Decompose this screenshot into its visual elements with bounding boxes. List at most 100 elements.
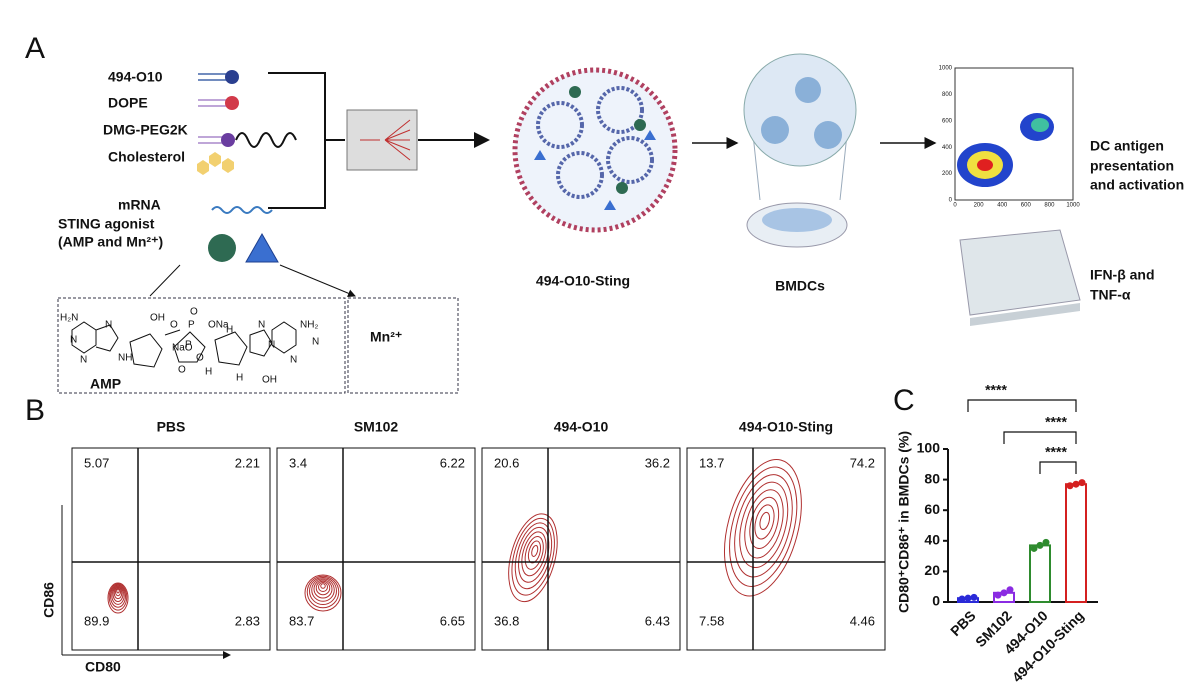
component: 494-O10	[108, 69, 163, 85]
contour	[711, 451, 815, 604]
axis-arrow	[62, 505, 230, 655]
significance-bracket	[1040, 462, 1076, 474]
quadrant-value: 89.9	[84, 613, 109, 628]
y-tick-label: 0	[949, 198, 953, 204]
quadrant-value: 83.7	[289, 613, 314, 628]
y-tick-label: 1000	[939, 66, 953, 72]
contour	[745, 494, 784, 552]
y-tick-label: 400	[942, 145, 953, 151]
contour	[731, 477, 796, 573]
chem-label: H	[205, 367, 212, 378]
y-tick-label: 200	[942, 171, 953, 177]
contour	[531, 545, 539, 557]
quadrant-value: 4.46	[850, 613, 875, 628]
chem-label: N	[80, 355, 87, 366]
x-tick-label: PBS	[947, 607, 979, 639]
quadrant-value: 36.8	[494, 613, 519, 628]
chem-label: O	[196, 353, 204, 364]
chem-label: NH	[118, 353, 132, 364]
readout: TNF-α	[1090, 287, 1131, 303]
x-tick-label: 0	[953, 203, 957, 209]
x-tick-label: 600	[1021, 203, 1032, 209]
plot-title: SM102	[354, 419, 399, 435]
chem-label: N	[268, 340, 275, 351]
mn-box	[348, 298, 458, 393]
chem-label: P	[185, 340, 192, 351]
component: DOPE	[108, 95, 148, 111]
data-point	[1073, 481, 1080, 488]
arrow	[150, 265, 355, 296]
quadrant-value: 36.2	[645, 455, 670, 470]
data-point	[1031, 545, 1038, 552]
contour	[321, 584, 326, 589]
plot-title: PBS	[157, 419, 186, 435]
amp-label: AMP	[90, 376, 121, 392]
chem-label: NH₂	[300, 320, 318, 331]
y-tick-label: 0	[932, 593, 940, 609]
cells-label: BMDCs	[775, 278, 825, 294]
nanoparticle-label: 494-O10-Sting	[536, 273, 630, 289]
x-tick-label: 400	[997, 203, 1008, 209]
y-tick-label: 80	[924, 470, 940, 486]
quadrant-value: 2.83	[235, 613, 260, 628]
chem-label: N	[312, 337, 319, 348]
chem-label: N	[290, 355, 297, 366]
component: Cholesterol	[108, 149, 185, 165]
sting-detail: (AMP and Mn²⁺)	[58, 234, 163, 250]
readout: presentation	[1090, 158, 1174, 174]
data-point	[1079, 479, 1086, 486]
contour	[758, 511, 771, 530]
cells-dish	[744, 54, 856, 247]
y-tick-label: 20	[924, 562, 940, 578]
chem-label: H₂N	[60, 313, 78, 324]
chem-label: P	[188, 320, 195, 331]
quadrant-value: 13.7	[699, 455, 724, 470]
quadrant-value: 74.2	[850, 455, 875, 470]
plate	[960, 230, 1080, 326]
chem-label: OH	[262, 375, 277, 386]
x-tick-label: 1000	[1066, 203, 1080, 209]
chem-label: H	[226, 325, 233, 336]
sting-label: STING agonist	[58, 216, 155, 232]
quadrant-value: 20.6	[494, 455, 519, 470]
significance-label: ****	[1045, 444, 1067, 460]
y-axis-label: CD86	[41, 582, 57, 618]
component: DMG-PEG2K	[103, 122, 188, 138]
data-point	[1007, 586, 1014, 593]
data-point	[1067, 482, 1074, 489]
significance-label: ****	[1045, 414, 1067, 430]
chem-label: N	[70, 335, 77, 346]
readout: IFN-β and	[1090, 267, 1155, 283]
x-tick-label: 800	[1044, 203, 1055, 209]
quadrant-value: 7.58	[699, 613, 724, 628]
contour	[500, 509, 566, 607]
significance-bracket	[968, 400, 1076, 412]
quadrant-value: 6.22	[440, 455, 465, 470]
quadrant-value: 2.21	[235, 455, 260, 470]
readout: DC antigen	[1090, 138, 1164, 154]
chem-label: N	[105, 320, 112, 331]
readout: and activation	[1090, 177, 1184, 193]
panel-label: C	[893, 384, 915, 417]
y-tick-label: 800	[942, 92, 953, 98]
data-point	[971, 594, 978, 601]
chem-label: O	[170, 320, 178, 331]
data-point	[1001, 589, 1008, 596]
x-axis-label: CD80	[85, 659, 121, 675]
contour	[522, 534, 547, 571]
plot-title: 494-O10-Sting	[739, 419, 833, 435]
panel-label: B	[25, 394, 45, 427]
chem-label: O	[190, 307, 198, 318]
chem-label: O	[178, 365, 186, 376]
significance-bracket	[1004, 432, 1076, 444]
y-tick-label: 600	[942, 118, 953, 124]
significance-label: ****	[985, 382, 1007, 398]
data-point	[959, 595, 966, 602]
data-point	[995, 592, 1002, 599]
y-tick-label: 40	[924, 532, 940, 548]
bar	[1030, 545, 1050, 602]
data-point	[965, 595, 972, 602]
